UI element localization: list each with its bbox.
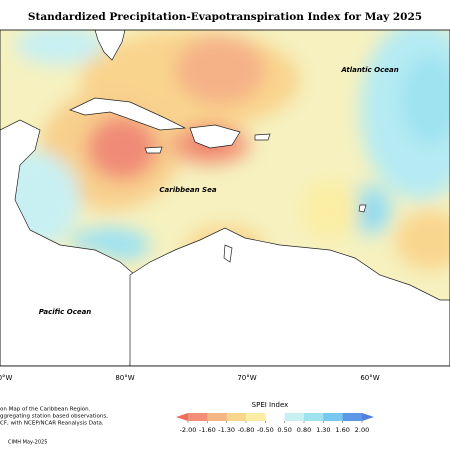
- colorbar-swatch: [207, 413, 227, 421]
- south-america: [129, 227, 450, 366]
- lon-label: 60°W: [360, 374, 379, 382]
- longitude-labels: 0°W 80°W 70°W 60°W: [0, 374, 380, 382]
- colorbar-tick-label: 2.00: [355, 426, 369, 434]
- florida: [94, 30, 126, 61]
- map-frame: [0, 29, 450, 367]
- puerto-rico: [254, 133, 271, 141]
- title: Standardized Precipitation-Evapotranspir…: [28, 11, 422, 23]
- colorbar-end: [362, 413, 374, 421]
- note: on Map of the Caribbean Region.: [0, 407, 91, 413]
- colorbar-swatch: [246, 413, 266, 421]
- colorbar-tick-label: -1.30: [218, 426, 235, 434]
- cuba: [69, 97, 187, 131]
- colorbar-tick-label: -0.80: [238, 426, 255, 434]
- colorbar-swatch: [304, 413, 324, 421]
- credit: CIMH May-2025: [8, 440, 47, 446]
- lake-maracaibo: [223, 244, 233, 263]
- colorbar-swatch: [342, 413, 363, 421]
- colorbar-swatch: [188, 413, 208, 421]
- ocean-label: Caribbean Sea: [159, 186, 216, 194]
- colorbar-tick-label: -2.00: [180, 426, 197, 434]
- colorbar-title: SPEI Index: [252, 401, 289, 409]
- lon-label: 70°W: [237, 374, 256, 382]
- island: [358, 204, 367, 213]
- colorbar-tick-label: 0.80: [297, 426, 311, 434]
- ocean-label: Pacific Ocean: [39, 308, 92, 316]
- colorbar-end: [176, 413, 188, 421]
- hispaniola: [189, 124, 241, 149]
- colorbar-tick-label: 0.50: [277, 426, 291, 434]
- colorbar: -2.00 -1.60 -1.30 -0.80 -0.50 0.50 0.80 1.30 1.6…: [176, 413, 374, 434]
- colorbar-swatch: [323, 413, 343, 421]
- colorbar-swatch: [284, 413, 305, 421]
- colorbar-tick-label: 1.60: [335, 426, 349, 434]
- ocean-label: Atlantic Ocean: [340, 66, 398, 74]
- map: Atlantic Ocean Caribbean Sea Pacific Oce…: [0, 30, 450, 366]
- notes: on Map of the Caribbean Region. ggregati…: [0, 407, 108, 446]
- colorbar-tick-label: -0.50: [257, 426, 274, 434]
- colorbar-tick-label: -1.60: [199, 426, 216, 434]
- note: ggregating station based observations,: [0, 414, 108, 420]
- lon-label: 80°W: [115, 374, 134, 382]
- colorbar-tick-label: 1.30: [316, 426, 330, 434]
- lon-label: 0°W: [0, 374, 13, 382]
- colorbar-swatch: [265, 413, 285, 421]
- colorbar-swatch: [226, 413, 247, 421]
- note: CF, with NCEP/NCAR Reanalysis Data.: [0, 421, 104, 427]
- jamaica: [144, 146, 163, 154]
